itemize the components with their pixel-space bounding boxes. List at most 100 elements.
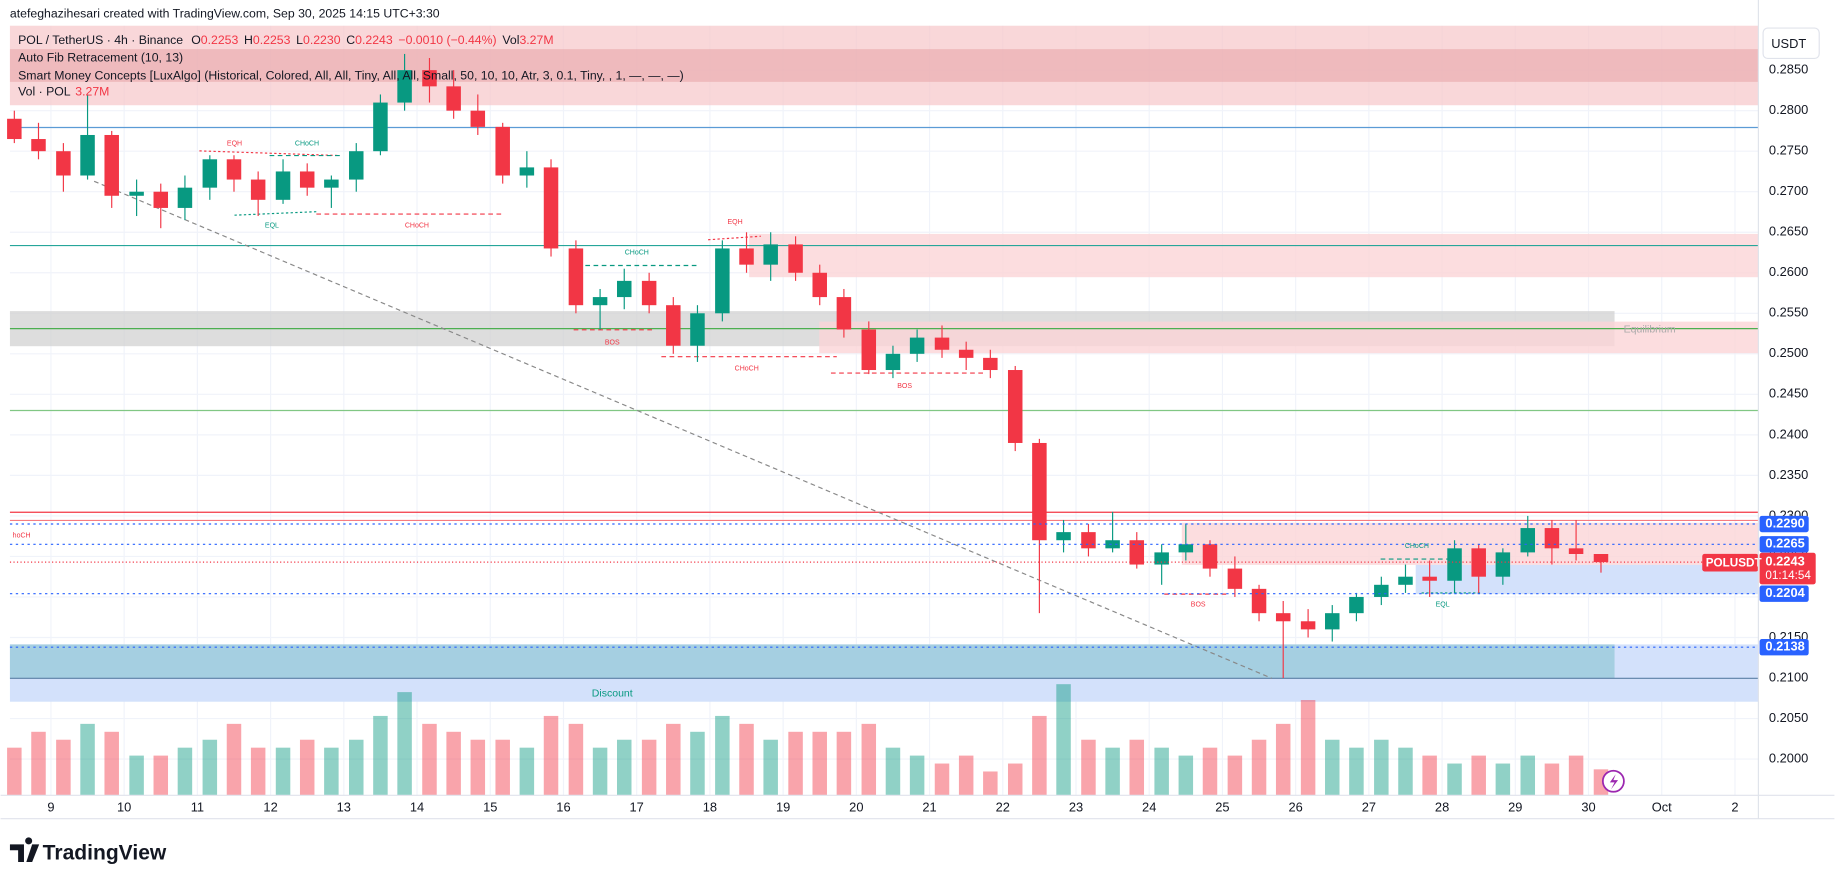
candle-body: [1105, 540, 1120, 549]
candle-body: [1544, 528, 1560, 549]
volume-bar: [616, 739, 632, 796]
candle-body: [641, 280, 657, 306]
candle-body: [250, 179, 266, 200]
candle-body: [739, 248, 754, 265]
x-tick-label: 9: [47, 800, 54, 815]
candle-body: [7, 118, 22, 140]
volume-bar: [1202, 747, 1218, 796]
legend-o-value: 0.2253: [201, 33, 239, 47]
volume-bar: [861, 723, 877, 796]
candle-body: [1495, 552, 1511, 577]
candle-body: [543, 167, 559, 249]
volume-bar: [129, 755, 144, 796]
currency[interactable]: USDT: [1771, 36, 1806, 51]
y-tick-label: 0.2400: [1769, 426, 1808, 441]
candle-body: [299, 171, 315, 188]
volume-bar: [31, 731, 46, 796]
legend-vol-study-name: Vol · POL: [18, 85, 71, 99]
volume-bar: [226, 723, 242, 796]
candle-body: [958, 349, 974, 358]
y-tick-label: 0.2550: [1769, 305, 1808, 320]
volume-bar: [470, 739, 486, 796]
candle-body: [1007, 370, 1023, 443]
smc-label: BOS: [605, 340, 620, 347]
legend-h: H: [244, 33, 253, 47]
supply-zone: [9, 49, 1759, 82]
legend-row: POL / TetherUS · 4h · Binance O0.2253 H0…: [18, 33, 553, 47]
volume-bar: [446, 731, 461, 796]
y-tick-label: 0.2100: [1769, 669, 1808, 684]
volume-bar: [422, 723, 437, 796]
x-tick-label: 23: [1069, 800, 1083, 815]
volume-bar: [250, 747, 266, 796]
y-tick-label: 0.2600: [1769, 264, 1808, 279]
candle-body: [1520, 528, 1536, 553]
candle-body: [1032, 442, 1047, 541]
candle-body: [1081, 532, 1096, 549]
smc-label: BOS: [1191, 602, 1206, 609]
x-tick-label: 27: [1362, 800, 1376, 815]
smc-label: Equilibrium: [1624, 324, 1676, 336]
legend-change: −0.0010 (−0.44%): [398, 33, 496, 47]
legend-symbol: POL / TetherUS · 4h · Binance: [18, 33, 183, 47]
candle-body: [1251, 588, 1267, 614]
smc-label: CHoCH: [735, 365, 759, 372]
candle-body: [1593, 554, 1609, 563]
price-label: 0.2138: [1765, 639, 1804, 654]
candle-body: [31, 139, 46, 152]
labels: 0.20000.20500.21000.21500.22000.22500.23…: [13, 62, 1816, 815]
volume-bar: [788, 731, 803, 796]
volume-bar: [1568, 755, 1584, 796]
currency-box[interactable]: [1762, 27, 1820, 60]
volume-bar: [543, 715, 559, 796]
legend-vol-study: Vol · POL 3.27M: [18, 85, 109, 99]
x-tick-label: 10: [117, 800, 131, 815]
candle-body: [519, 167, 535, 176]
y-tick-label: 0.2050: [1769, 710, 1808, 725]
volume-bar: [739, 723, 754, 796]
volume-bar: [56, 739, 71, 796]
candle-body: [885, 353, 901, 371]
legend-smc: Smart Money Concepts [LuxAlgo] (Historic…: [18, 68, 684, 82]
candle-body: [715, 248, 730, 314]
candle-body: [1398, 576, 1413, 585]
volume-bar: [812, 731, 827, 796]
volume-bar: [1081, 739, 1096, 796]
logo[interactable]: TradingView: [9, 837, 167, 864]
volume-bar: [1056, 684, 1071, 796]
y-tick-label: 0.2350: [1769, 467, 1808, 482]
candle-body: [446, 86, 461, 111]
logo-mark: [9, 837, 40, 862]
candle-body: [666, 305, 681, 346]
volume-bar: [983, 771, 998, 796]
volume-bar: [324, 747, 339, 796]
volume-bar: [104, 731, 119, 796]
countdown: 01:14:54: [1765, 569, 1811, 582]
candle-body: [324, 179, 339, 188]
volume-bar: [299, 739, 315, 796]
structure-line: [199, 150, 340, 157]
y-tick-label: 0.2700: [1769, 183, 1808, 198]
volume-bar: [909, 755, 925, 796]
x-tick-label: 11: [191, 800, 204, 815]
y-tick-label: 0.2650: [1769, 224, 1808, 239]
candle-body: [373, 102, 388, 152]
candle-body: [80, 134, 95, 176]
fib-trend-line: [93, 180, 1273, 679]
smc-label: BOS: [897, 383, 912, 390]
candle-body: [1471, 548, 1486, 577]
x-tick-label: 22: [996, 800, 1010, 815]
price-label-box: [1759, 536, 1809, 553]
candle-body: [1129, 540, 1145, 565]
candle-body: [1568, 548, 1584, 555]
volume-bar: [666, 723, 681, 796]
y-tick-label: 0.2800: [1769, 102, 1808, 117]
smc-label: EQH: [727, 219, 742, 226]
price-label-box: [1759, 639, 1809, 656]
candle-body: [177, 187, 193, 208]
volume-bar: [519, 747, 535, 796]
legend-fib: Auto Fib Retracement (10, 13): [18, 51, 183, 65]
volume-bar: [958, 755, 974, 796]
x-tick-label: Oct: [1652, 800, 1672, 815]
candle-body: [153, 191, 169, 208]
